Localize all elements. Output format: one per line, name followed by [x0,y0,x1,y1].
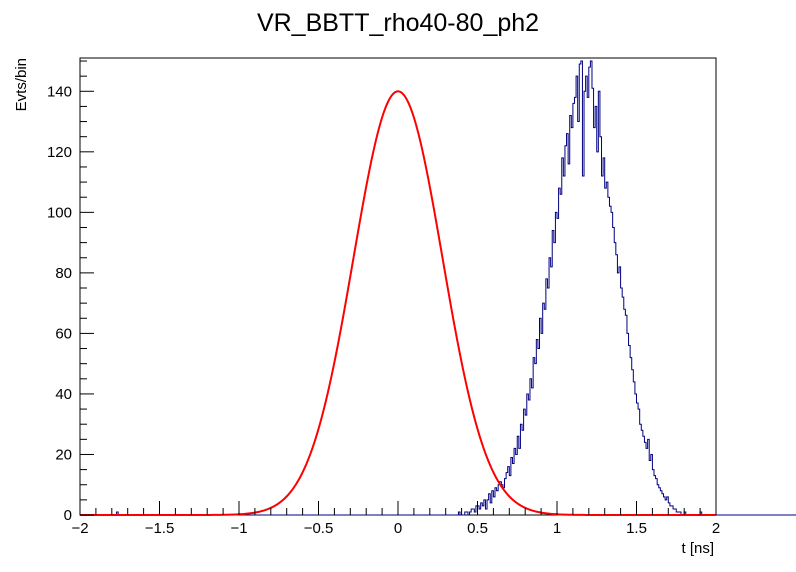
y-tick-label: 60 [55,325,72,342]
x-axis-label: t [ns] [681,540,714,557]
y-tick-label: 20 [55,446,72,463]
y-tick-label: 80 [55,265,72,282]
x-tick-label: −0.5 [304,520,334,537]
y-tick-label: 40 [55,386,72,403]
x-tick-label: −1 [230,520,247,537]
y-axis-label: Evts/bin [13,58,30,111]
y-tick-label: 0 [64,507,72,524]
fit-curve [80,90,716,516]
histogram-series [80,60,796,516]
x-tick-label: 1.5 [626,520,647,537]
x-tick-label: 2 [712,520,720,537]
x-tick-label: 0 [394,520,402,537]
fit-series [80,90,716,516]
y-tick-label: 120 [47,144,72,161]
x-tick-label: 1 [553,520,561,537]
x-tick-label: −2 [71,520,88,537]
histogram-line [80,60,796,516]
y-tick-label: 140 [47,83,72,100]
chart-title: VR_BBTT_rho40-80_ph2 [257,9,539,37]
x-tick-label: −1.5 [145,520,175,537]
y-tick-label: 100 [47,204,72,221]
x-tick-label: 0.5 [467,520,488,537]
